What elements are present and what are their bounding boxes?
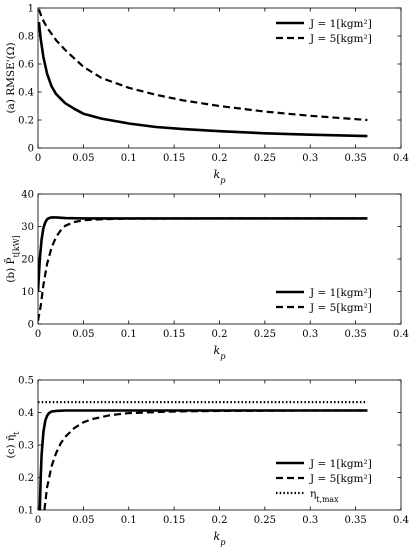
y-tick-label: 0.1 [18, 506, 34, 517]
x-tick-label: 0.3 [302, 515, 318, 526]
legend-entry-sub: t,max [316, 495, 339, 504]
x-axis-label: kp [214, 530, 227, 547]
y-axis-label-sub: t [12, 431, 21, 435]
x-tick-label: 0.2 [212, 515, 228, 526]
legend-entry-main: J = 1[kgm²] [309, 458, 372, 470]
x-tick-label: 0.1 [121, 329, 137, 340]
series-line-solid [38, 409, 368, 510]
x-tick-label: 0.1 [121, 515, 137, 526]
y-axis-label: (a) RMSE'(Ω) [5, 42, 17, 113]
x-tick-label: 0.4 [393, 153, 409, 164]
x-axis-label-sub: p [220, 537, 226, 547]
y-tick-label: 0.6 [18, 60, 34, 71]
chart-panel-b: 0 0.05 0.1 0.15 0.2 0.25 0.3 0.35 0.4 0 10 20 30 40 kp… [4, 190, 409, 362]
x-tick-label: 0.35 [344, 329, 366, 340]
series-line-dashed [38, 9, 368, 122]
chart-panel-c: 0 0.05 0.1 0.15 0.2 0.25 0.3 0.35 0.4 0.1 0.2 0.3 0.… [5, 376, 409, 548]
x-axis-label: kp [214, 168, 227, 185]
legend-entry-main: J = 5[kgm²] [309, 33, 372, 45]
y-tick-label: 0.2 [18, 116, 34, 127]
x-axis-label: kp [214, 344, 227, 361]
series-line-dashed [38, 217, 368, 321]
y-tick-label: 30 [21, 222, 34, 233]
x-tick-label: 0.25 [254, 329, 276, 340]
legend-entry: J = 1[kgm²] [309, 287, 372, 299]
legend-entry: J = 1[kgm²] [309, 18, 372, 30]
chart-panel-a: 0 0.05 0.1 0.15 0.2 0.25 0.3 0.35 0.4 0 0.2 0.4 0.6 0… [5, 4, 409, 186]
x-tick-label: 0.35 [344, 153, 366, 164]
series-line-solid [38, 21, 368, 138]
x-tick-label: 0 [35, 329, 41, 340]
x-tick-label: 0.25 [254, 515, 276, 526]
x-tick-label: 0.05 [72, 153, 94, 164]
x-tick-label: 0.15 [163, 329, 185, 340]
x-axis-label-main: k [214, 344, 221, 357]
y-tick-label: 1 [28, 4, 34, 15]
x-axis-label-sub: p [220, 351, 226, 361]
x-tick-label: 0.05 [72, 515, 94, 526]
x-tick-label: 0 [35, 153, 41, 164]
legend-entry-main: J = 1[kgm²] [309, 287, 372, 299]
legend-entry: ηt,max [310, 488, 339, 504]
x-tick-label: 0.4 [393, 329, 409, 340]
legend-box [270, 281, 396, 319]
x-tick-label: 0.05 [72, 329, 94, 340]
y-tick-label: 0.2 [18, 473, 34, 484]
y-axis-label-main: (c) η̄ [5, 435, 17, 459]
legend-entry: J = 1[kgm²] [309, 458, 372, 470]
series-line-dashed [43, 409, 368, 510]
y-axis-label-sub: t[kW] [12, 235, 21, 257]
y-tick-label: 0.8 [18, 32, 34, 43]
y-tick-label: 40 [21, 190, 34, 201]
legend-entry-main: η [310, 488, 316, 500]
x-axis-label-main: k [214, 168, 221, 181]
x-tick-label: 0.3 [302, 329, 318, 340]
x-tick-label: 0.35 [344, 515, 366, 526]
x-tick-label: 0.2 [212, 329, 228, 340]
y-axis-label-main: (b) P̄ [4, 257, 17, 282]
y-tick-label: 20 [21, 255, 34, 266]
y-tick-label: 0.4 [18, 88, 34, 99]
y-axis-label: (c) η̄t [5, 431, 21, 459]
y-tick-label: 0.5 [18, 376, 34, 387]
x-tick-label: 0 [35, 515, 41, 526]
x-tick-label: 0.3 [302, 153, 318, 164]
x-tick-label: 0.2 [212, 153, 228, 164]
x-tick-label: 0.15 [163, 515, 185, 526]
legend-entry: J = 5[kgm²] [309, 473, 372, 485]
y-tick-label: 10 [21, 287, 34, 298]
y-tick-label: 0.4 [18, 408, 34, 419]
x-tick-label: 0.4 [393, 515, 409, 526]
legend-entry-main: J = 1[kgm²] [309, 18, 372, 30]
x-axis-label-main: k [214, 530, 221, 543]
legend-box [270, 12, 396, 50]
y-tick-label: 0 [28, 144, 34, 155]
y-axis-label-main: (a) RMSE'(Ω) [5, 42, 17, 113]
legend-entry-main: J = 5[kgm²] [309, 302, 372, 314]
x-tick-label: 0.15 [163, 153, 185, 164]
y-tick-label: 0.3 [18, 441, 34, 452]
legend-entry-main: J = 5[kgm²] [309, 473, 372, 485]
x-axis-label-sub: p [220, 175, 226, 185]
y-axis-label: (b) P̄t[kW] [4, 235, 20, 282]
legend-entry: J = 5[kgm²] [309, 302, 372, 314]
x-tick-label: 0.1 [121, 153, 137, 164]
legend-entry: J = 5[kgm²] [309, 33, 372, 45]
x-tick-label: 0.25 [254, 153, 276, 164]
y-tick-label: 0 [28, 320, 34, 331]
